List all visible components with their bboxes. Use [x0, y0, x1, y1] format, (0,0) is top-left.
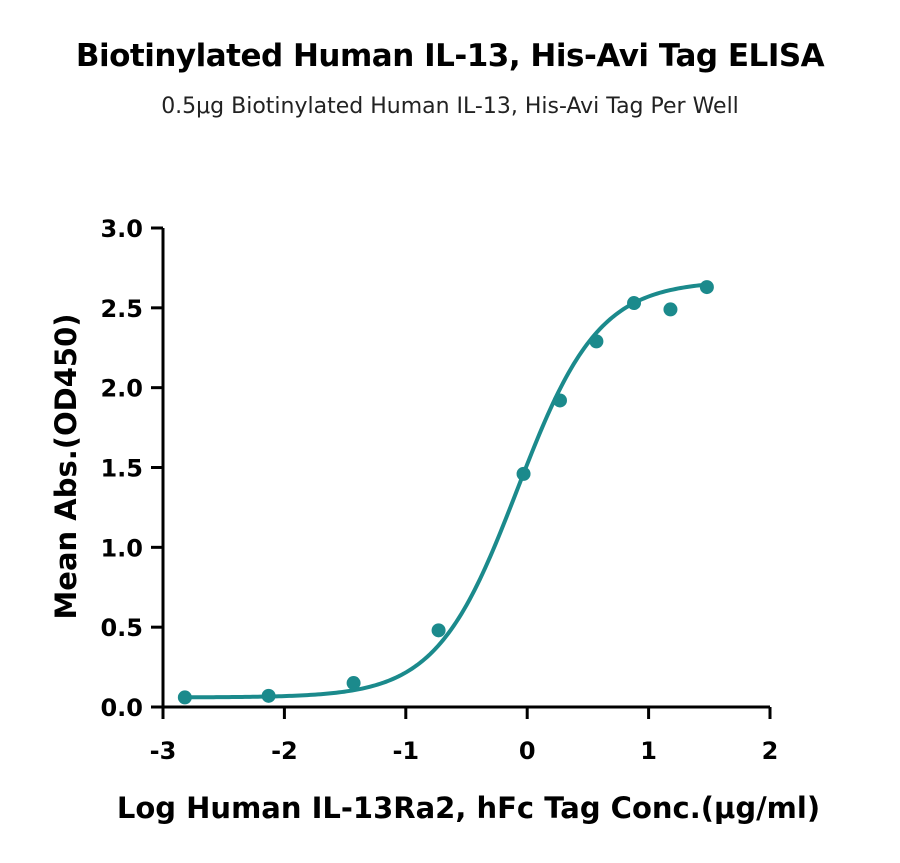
y-tick-label: 1.0	[100, 534, 143, 562]
data-point	[627, 296, 642, 311]
y-tick-label: 1.5	[100, 455, 143, 483]
axes: 0.0 0.5 1.0 1.5 2.0 2.5 3.0 -3 -2 -1 0 1 2	[100, 215, 778, 765]
x-tick-label: 2	[762, 737, 779, 765]
x-tick-label: 1	[640, 737, 657, 765]
x-ticks: -3 -2 -1 0 1 2	[150, 707, 779, 765]
data-point	[699, 280, 714, 295]
y-tick-label: 0.0	[100, 694, 143, 722]
data-points	[177, 280, 714, 705]
x-tick-label: -2	[271, 737, 298, 765]
x-tick-label: -1	[392, 737, 419, 765]
data-point	[516, 466, 531, 481]
data-point	[346, 676, 361, 691]
data-point	[261, 688, 276, 703]
y-tick-label: 2.0	[100, 375, 143, 403]
data-point	[177, 690, 192, 705]
data-point	[552, 393, 567, 408]
chart-title: Biotinylated Human IL-13, His-Avi Tag EL…	[75, 38, 825, 74]
y-tick-label: 2.5	[100, 295, 143, 323]
data-point	[663, 302, 678, 317]
x-tick-label: -3	[150, 737, 177, 765]
data-point	[431, 623, 446, 638]
y-tick-label: 3.0	[100, 215, 143, 243]
fit-curve	[184, 282, 708, 700]
y-axis-label: Mean Abs.(OD450)	[49, 313, 83, 619]
chart-subtitle: 0.5μg Biotinylated Human IL-13, His-Avi …	[161, 94, 739, 119]
y-tick-label: 0.5	[100, 614, 143, 642]
y-ticks: 0.0 0.5 1.0 1.5 2.0 2.5 3.0	[100, 215, 163, 722]
x-tick-label: 0	[519, 737, 536, 765]
x-axis-label: Log Human IL-13Ra2, hFc Tag Conc.(μg/ml)	[117, 791, 820, 825]
data-point	[589, 334, 604, 349]
